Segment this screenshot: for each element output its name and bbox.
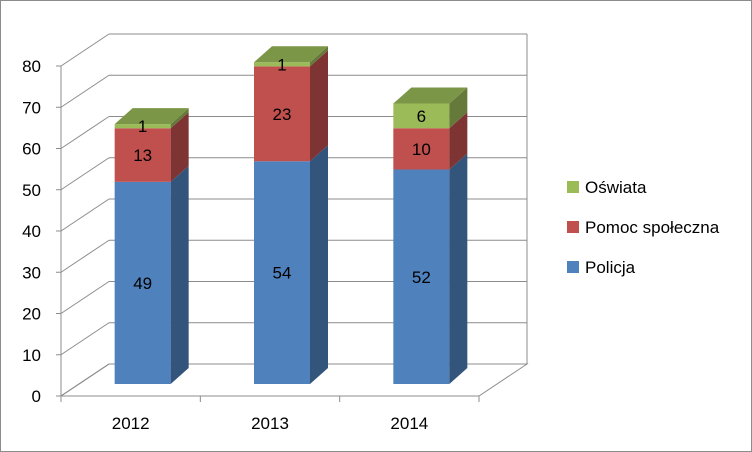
bar-segment-front — [393, 169, 450, 384]
legend-swatch — [567, 181, 579, 193]
gridline-side — [60, 239, 110, 273]
data-label: 49 — [133, 274, 152, 293]
bar-segment-front — [114, 181, 171, 384]
x-tick-label: 2013 — [251, 414, 289, 433]
axes: 0 10 20 30 40 50 60 70 80 2012 2013 2014 — [22, 57, 480, 433]
gridline-side — [60, 116, 110, 149]
x-tick-label: 2014 — [390, 414, 428, 433]
y-tick-label: 0 — [32, 387, 41, 406]
gridline-side — [60, 33, 110, 67]
y-tick-label: 60 — [22, 140, 41, 159]
data-label: 13 — [133, 146, 152, 165]
data-label: 23 — [273, 105, 292, 124]
x-tick-label: 2012 — [112, 414, 150, 433]
gridline-side — [60, 322, 110, 356]
bar-segment-side — [310, 46, 328, 67]
bar-segment-front — [254, 66, 310, 162]
y-tick-label: 10 — [22, 346, 41, 365]
y-tick-label: 70 — [22, 98, 41, 117]
data-label: 54 — [273, 264, 292, 283]
bar-segment-front — [393, 128, 450, 170]
legend-label: Pomoc społeczna — [585, 218, 720, 237]
legend-swatch — [567, 261, 579, 273]
bar-segment-front — [114, 124, 171, 129]
bar-segment-side — [449, 153, 468, 384]
legend-swatch — [567, 221, 579, 233]
bar-segment-side — [170, 112, 189, 182]
bar-segment-front — [114, 128, 171, 182]
bar-segment-side — [170, 165, 189, 384]
bar-segment-side — [310, 50, 328, 162]
gridline-side — [60, 281, 110, 314]
bar-segment-side — [310, 145, 328, 384]
gridline-side — [60, 198, 110, 232]
bar-segment-front — [254, 62, 310, 67]
bar-top — [393, 87, 468, 104]
gridline-side — [60, 157, 110, 191]
data-label: 1 — [138, 117, 147, 136]
bar-segment-side — [170, 108, 189, 129]
bars — [114, 46, 468, 384]
bar-segment-front — [254, 161, 310, 384]
gridline-side — [60, 74, 110, 108]
bar-top — [114, 108, 189, 125]
legend: Oświata Pomoc społeczna Policja — [567, 178, 720, 277]
data-label: 52 — [412, 268, 431, 287]
bar-segment-side — [449, 112, 468, 170]
data-label: 6 — [417, 107, 426, 126]
data-label: 10 — [412, 140, 431, 159]
labels: 49 13 1 54 23 1 52 10 6 — [133, 55, 431, 293]
y-tick-label: 40 — [22, 222, 41, 241]
y-tick-label: 30 — [22, 263, 41, 282]
bar-segment-side — [449, 87, 468, 129]
y-tick-label: 20 — [22, 305, 41, 324]
bar-top — [254, 46, 328, 63]
data-label: 1 — [277, 55, 286, 74]
legend-label: Oświata — [585, 178, 647, 197]
side-wall-edge — [60, 66, 110, 397]
y-tick-label: 80 — [22, 57, 41, 76]
bar-segment-front — [393, 103, 450, 129]
legend-label: Policja — [585, 258, 636, 277]
y-tick-label: 50 — [22, 181, 41, 200]
gridline-side — [60, 363, 110, 397]
